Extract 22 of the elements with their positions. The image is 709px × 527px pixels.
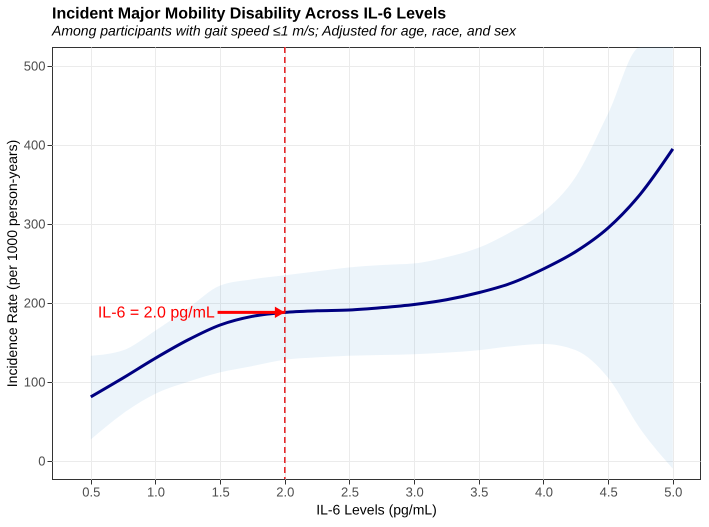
y-tick-label: 200 (24, 295, 46, 310)
x-axis-title: IL-6 Levels (pg/mL) (316, 502, 437, 518)
y-tick-label: 500 (24, 58, 46, 74)
x-tick-label: 0.5 (82, 484, 100, 500)
annotation: IL-6 = 2.0 pg/mL (98, 304, 215, 322)
y-tick-label: 0 (38, 453, 46, 468)
x-tick-label: 3.5 (470, 484, 488, 500)
y-tick-label: 300 (24, 216, 46, 232)
x-tick-label: 1.5 (212, 484, 230, 500)
x-tick-label: 2.0 (276, 484, 294, 500)
line-series (89, 147, 674, 398)
x-tick-label: 2.5 (340, 484, 360, 500)
y-axis-title: Incidence Rate (per 1000 person-years) (4, 140, 20, 388)
x-tick-label: 5.0 (664, 484, 682, 500)
chart-title: Incident Major Mobility Disability Across IL-6 Levels (52, 5, 446, 22)
x-tick-label: 4.5 (600, 484, 618, 500)
x-tick-label: 4.0 (534, 484, 554, 500)
x-tick-label: 1.0 (146, 484, 166, 500)
y-tick-label: 400 (24, 137, 46, 152)
chart-subtitle: Among participants with gait speed ≤1 m/s; Adjusted for age, race, and sex (51, 22, 517, 38)
x-tick-label: 3.0 (406, 484, 424, 500)
y-tick-label: 100 (24, 374, 46, 390)
